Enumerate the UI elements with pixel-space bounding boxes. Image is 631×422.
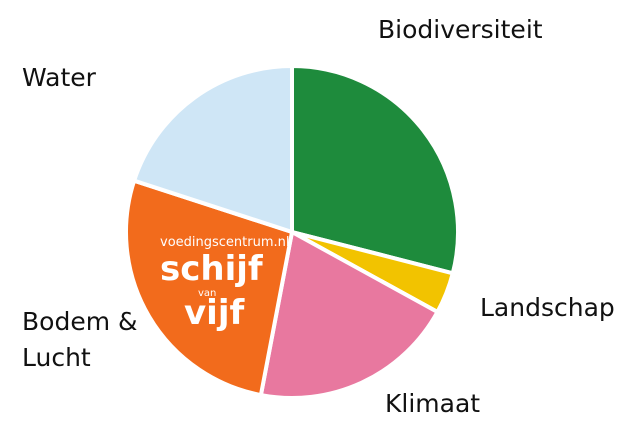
legend-label: Landschap [480, 290, 615, 326]
page: voedingscentrum.nlschijfvanvijf Biodiver… [0, 0, 631, 419]
legend-label: Biodiversiteit [378, 12, 543, 48]
legend-label: Bodem & Lucht [22, 304, 152, 376]
logo-text: voedingscentrum.nl [160, 235, 290, 250]
logo-text: schijf [160, 249, 264, 289]
logo-text: vijf [184, 293, 245, 333]
legend-label: Klimaat [385, 386, 480, 422]
legend-label: Water [22, 60, 96, 96]
